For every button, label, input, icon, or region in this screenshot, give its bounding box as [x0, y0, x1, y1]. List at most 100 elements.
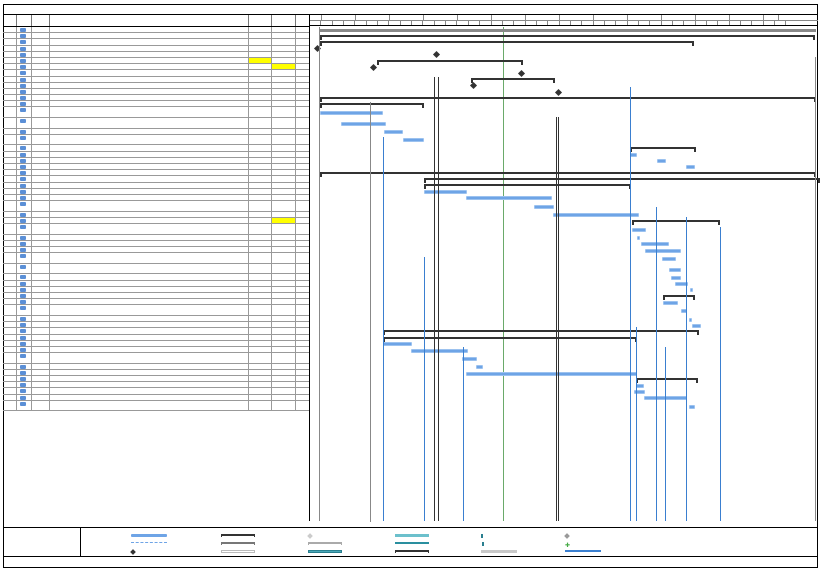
task-bar[interactable] — [424, 190, 467, 195]
task-row[interactable] — [3, 163, 309, 171]
task-bar[interactable] — [534, 204, 554, 209]
task-row[interactable] — [3, 292, 309, 300]
milestone-diamond[interactable] — [469, 82, 478, 90]
summary-bar[interactable] — [471, 78, 555, 84]
task-bar[interactable] — [657, 159, 666, 164]
task-name[interactable] — [50, 382, 249, 388]
summary-bar[interactable] — [630, 147, 696, 153]
task-name[interactable] — [50, 176, 249, 182]
task-bar[interactable] — [466, 196, 552, 201]
task-row[interactable] — [3, 394, 309, 401]
task-bar[interactable] — [662, 256, 676, 261]
task-row[interactable] — [3, 176, 309, 183]
task-bar[interactable] — [462, 356, 477, 361]
task-row[interactable] — [3, 201, 309, 212]
task-row[interactable] — [3, 45, 309, 52]
task-name[interactable] — [50, 107, 249, 118]
task-bar[interactable] — [690, 288, 693, 293]
task-name[interactable] — [50, 369, 249, 376]
task-name[interactable] — [50, 353, 249, 363]
task-row[interactable] — [3, 134, 309, 146]
task-row[interactable] — [3, 240, 309, 248]
milestone-diamond[interactable] — [517, 69, 526, 78]
task-name[interactable] — [50, 274, 249, 280]
summary-bar[interactable] — [663, 295, 695, 300]
task-row[interactable] — [3, 70, 309, 77]
summary-bar[interactable] — [383, 330, 699, 336]
task-name[interactable] — [50, 328, 249, 334]
summary-bar[interactable] — [383, 336, 637, 342]
task-bar[interactable] — [476, 365, 483, 370]
task-row[interactable] — [3, 369, 309, 377]
task-name[interactable] — [50, 134, 249, 145]
milestone-diamond[interactable] — [369, 63, 378, 71]
col-duration[interactable] — [249, 15, 272, 26]
task-name[interactable] — [50, 88, 249, 95]
task-name[interactable] — [50, 151, 249, 157]
task-row[interactable] — [3, 57, 309, 65]
task-row[interactable] — [3, 363, 309, 370]
task-row[interactable] — [3, 128, 309, 135]
milestone-diamond[interactable] — [554, 88, 563, 96]
task-name[interactable] — [50, 39, 249, 45]
task-row[interactable] — [3, 145, 309, 152]
summary-bar[interactable] — [320, 34, 815, 40]
task-name[interactable] — [50, 224, 249, 234]
task-name[interactable] — [50, 240, 249, 247]
task-bar[interactable] — [669, 267, 681, 272]
task-row[interactable] — [3, 64, 309, 71]
task-row[interactable] — [3, 82, 309, 89]
task-name[interactable] — [50, 286, 249, 292]
task-name[interactable] — [50, 45, 249, 51]
task-row[interactable] — [3, 27, 309, 34]
task-name[interactable] — [50, 201, 249, 211]
task-bar[interactable] — [645, 248, 681, 253]
task-name[interactable] — [50, 234, 249, 240]
task-bar[interactable] — [384, 129, 403, 134]
task-name[interactable] — [50, 253, 249, 263]
task-bar[interactable] — [383, 342, 412, 347]
task-bar[interactable] — [663, 300, 678, 305]
task-name[interactable] — [50, 51, 249, 57]
task-bar[interactable] — [632, 227, 646, 232]
summary-bar[interactable] — [320, 96, 816, 102]
task-name[interactable] — [50, 280, 249, 286]
task-name[interactable] — [50, 263, 249, 274]
task-bar[interactable] — [634, 390, 645, 395]
summary-bar[interactable] — [424, 184, 631, 190]
task-name[interactable] — [50, 82, 249, 88]
summary-bar[interactable] — [320, 172, 816, 177]
task-row[interactable] — [3, 118, 309, 129]
task-bar[interactable] — [637, 236, 640, 241]
task-name[interactable] — [50, 145, 249, 151]
task-row[interactable] — [3, 33, 309, 40]
task-name[interactable] — [50, 64, 249, 70]
task-row[interactable] — [3, 328, 309, 335]
task-bar[interactable] — [553, 213, 639, 218]
col-task-name[interactable] — [50, 15, 249, 26]
task-row[interactable] — [3, 211, 309, 218]
task-row[interactable] — [3, 88, 309, 96]
task-name[interactable] — [50, 95, 249, 101]
task-bar[interactable] — [671, 275, 681, 280]
task-row[interactable] — [3, 234, 309, 241]
task-bar[interactable] — [320, 110, 383, 115]
task-name[interactable] — [50, 322, 249, 328]
col-barge-group[interactable] — [32, 15, 50, 26]
task-name[interactable] — [50, 388, 249, 394]
task-bar[interactable] — [403, 138, 424, 143]
summary-bar[interactable] — [632, 219, 720, 225]
task-name[interactable] — [50, 70, 249, 76]
task-bar[interactable] — [692, 323, 701, 328]
task-row[interactable] — [3, 334, 309, 341]
task-name[interactable] — [50, 27, 249, 33]
task-name[interactable] — [50, 334, 249, 340]
task-row[interactable] — [3, 340, 309, 347]
task-row[interactable] — [3, 382, 309, 389]
task-name[interactable] — [50, 376, 249, 382]
task-row[interactable] — [3, 224, 309, 235]
task-bar[interactable] — [636, 383, 644, 388]
task-name[interactable] — [50, 101, 249, 107]
task-name[interactable] — [50, 157, 249, 163]
task-row[interactable] — [3, 107, 309, 119]
